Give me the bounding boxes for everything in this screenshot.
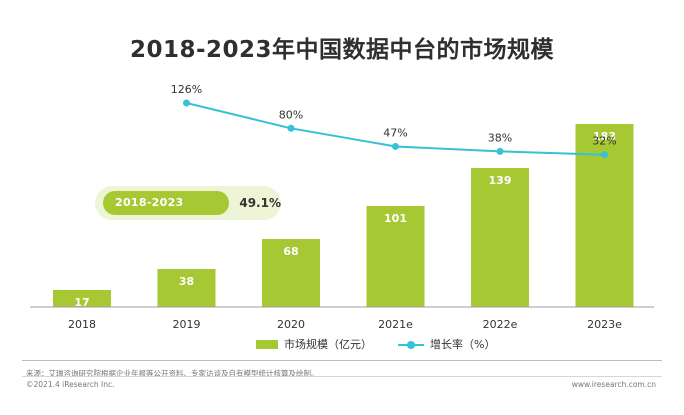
- x-tick-label: 2022e: [483, 318, 518, 331]
- bar-2019: [157, 269, 216, 307]
- cagr-callout: 2018-2023 CAGR 49.1%: [95, 186, 281, 233]
- legend-line-swatch: [398, 340, 424, 349]
- website: www.iresearch.com.cn: [571, 380, 656, 389]
- legend-bar-label: 市场规模（亿元）: [284, 338, 372, 351]
- cagr-value: 49.1%: [239, 196, 281, 210]
- bar-2018: [53, 290, 111, 307]
- growth-point: [496, 147, 504, 155]
- bar-value-label: 38: [179, 275, 194, 288]
- growth-point: [287, 124, 295, 132]
- bar-value-label: 183: [593, 130, 616, 143]
- growth-rate-label: 38%: [488, 131, 512, 144]
- legend-line-label: 增长率（%）: [430, 338, 496, 351]
- legend: 市场规模（亿元） 增长率（%）: [256, 336, 495, 352]
- copyright: ©2021.4 iResearch Inc.: [26, 380, 115, 389]
- bar-value-label: 17: [74, 296, 89, 309]
- growth-point: [183, 99, 190, 107]
- x-tick-label: 2021e: [378, 318, 413, 331]
- x-tick-label: 2018: [68, 318, 96, 331]
- footer-divider-bottom: [22, 376, 662, 377]
- legend-bar-swatch: [256, 339, 278, 349]
- x-tick-label: 2019: [173, 318, 201, 331]
- x-tick-label: 2020: [277, 318, 305, 331]
- growth-point: [392, 142, 399, 150]
- growth-point: [601, 151, 608, 159]
- cagr-label: 2018-2023 CAGR: [103, 191, 230, 233]
- growth-rate-label: 126%: [171, 83, 202, 96]
- footer-divider-top: [22, 360, 662, 361]
- source-note: 来源：艾瑞咨询研究院根据企业年报等公开资料、专家访谈及自有模型统计核算及绘制。: [26, 369, 319, 378]
- bar-2021e: [366, 206, 425, 307]
- bar-2022e: [471, 168, 529, 307]
- bar-value-label: 101: [384, 212, 407, 225]
- growth-rate-label: 80%: [279, 108, 303, 121]
- bar-value-label: 139: [489, 174, 512, 187]
- x-tick-label: 2023e: [587, 318, 622, 331]
- growth-rate-label: 32%: [592, 135, 616, 148]
- bar-2020: [262, 239, 320, 307]
- bar-value-label: 68: [283, 245, 298, 258]
- growth-rate-label: 47%: [383, 126, 407, 139]
- chart-title: 2018-2023年中国数据中台的市场规模: [129, 37, 555, 63]
